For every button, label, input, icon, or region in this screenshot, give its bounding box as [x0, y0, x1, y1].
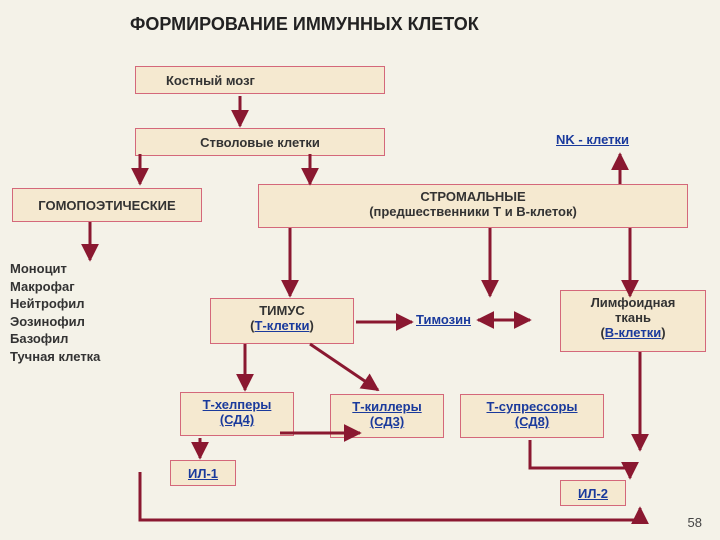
node-t-killers-line1: Т-киллеры: [339, 399, 435, 414]
node-thymus: ТИМУС (Т-клетки): [210, 298, 354, 344]
cell-list-item: Тучная клетка: [10, 348, 100, 366]
node-stem-cells: Стволовые клетки: [135, 128, 385, 156]
node-t-killers-line2: (СД3): [339, 414, 435, 429]
node-lymphoid-line1: Лимфоидная: [569, 295, 697, 310]
node-t-suppressors: Т-супрессоры (СД8): [460, 394, 604, 438]
node-stromal-line1: СТРОМАЛЬНЫЕ: [267, 189, 679, 204]
node-il2: ИЛ-2: [560, 480, 626, 506]
cell-list-item: Моноцит: [10, 260, 100, 278]
cell-list-item: Нейтрофил: [10, 295, 100, 313]
node-hemopoietic: ГОМОПОЭТИЧЕСКИЕ: [12, 188, 202, 222]
cell-list-item: Макрофаг: [10, 278, 100, 296]
cell-list-item: Базофил: [10, 330, 100, 348]
node-t-helpers: Т-хелперы (СД4): [180, 392, 294, 436]
node-nk-cells: NK - клетки: [556, 132, 629, 147]
node-lymphoid-line3: (В-клетки): [569, 325, 697, 340]
node-thymus-line2: (Т-клетки): [219, 318, 345, 333]
node-stromal-line2: (предшественники Т и В-клеток): [267, 204, 679, 219]
node-t-supp-line1: Т-супрессоры: [469, 399, 595, 414]
node-t-killers: Т-киллеры (СД3): [330, 394, 444, 438]
node-thymus-line1: ТИМУС: [219, 303, 345, 318]
node-lymphoid-line2: ткань: [569, 310, 697, 325]
node-t-helpers-line1: Т-хелперы: [189, 397, 285, 412]
page-title: ФОРМИРОВАНИЕ ИММУННЫХ КЛЕТОК: [130, 14, 479, 35]
cell-list: Моноцит Макрофаг Нейтрофил Эозинофил Баз…: [10, 260, 100, 365]
node-bone-marrow: Костный мозг: [135, 66, 385, 94]
page-number: 58: [688, 515, 702, 530]
node-t-helpers-line2: (СД4): [189, 412, 285, 427]
cell-list-item: Эозинофил: [10, 313, 100, 331]
node-il1: ИЛ-1: [170, 460, 236, 486]
node-t-supp-line2: (СД8): [469, 414, 595, 429]
node-lymphoid: Лимфоидная ткань (В-клетки): [560, 290, 706, 352]
node-thymosin: Тимозин: [416, 312, 471, 327]
node-stromal: СТРОМАЛЬНЫЕ (предшественники Т и В-клето…: [258, 184, 688, 228]
